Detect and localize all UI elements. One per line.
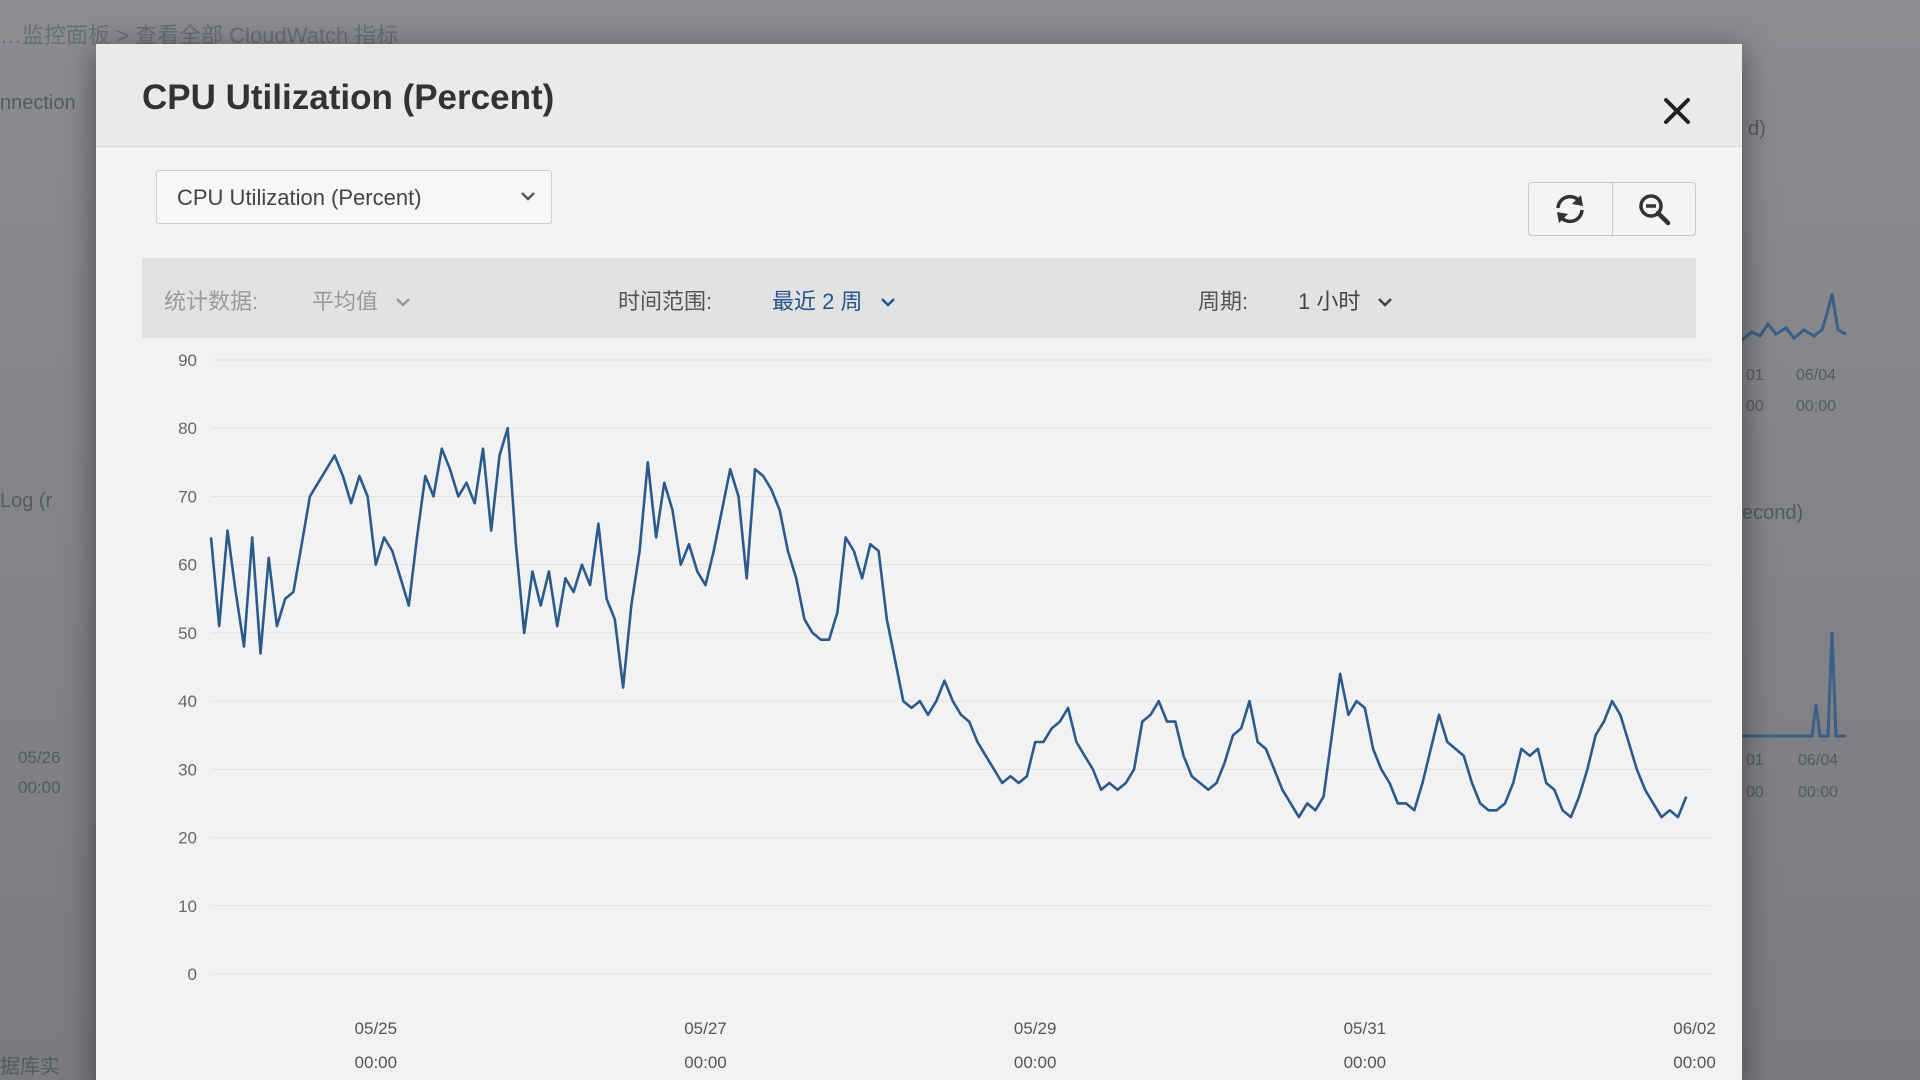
background-tick-date: 05/26 — [18, 748, 61, 768]
y-tick-label: 10 — [178, 897, 197, 916]
background-panel-title: econd) — [1742, 502, 1803, 525]
metric-select-value: CPU Utilization (Percent) — [177, 185, 422, 211]
modal-header: CPU Utilization (Percent) — [96, 44, 1742, 147]
period-dropdown[interactable]: 1 小时 — [1298, 284, 1394, 316]
x-tick-date: 05/27 — [684, 1019, 727, 1038]
background-tick-date: 01 — [1746, 367, 1764, 385]
background-tick-time: 00 — [1746, 784, 1764, 802]
x-tick-time: 00:00 — [1344, 1053, 1387, 1072]
chevron-down-icon — [394, 295, 412, 309]
background-tick-date: 06/04 — [1798, 752, 1838, 770]
y-tick-label: 20 — [178, 829, 197, 848]
x-tick-date: 05/31 — [1344, 1019, 1387, 1038]
background-text: 据库实 — [0, 1050, 60, 1079]
statistic-label: 统计数据: — [164, 284, 258, 316]
background-panel-title: Log (r — [0, 490, 52, 513]
metric-select[interactable]: CPU Utilization (Percent) — [156, 170, 552, 224]
y-tick-label: 40 — [178, 692, 197, 711]
chevron-down-icon — [1376, 295, 1394, 309]
background-tick-date: 06/04 — [1796, 367, 1836, 385]
time-range-label: 时间范围: — [618, 284, 712, 316]
filter-bar: 统计数据: 平均值 时间范围: 最近 2 周 周期: 1 小时 — [142, 258, 1696, 338]
metric-modal: CPU Utilization (Percent) CPU Utilizatio… — [96, 44, 1742, 1080]
y-tick-label: 90 — [178, 354, 197, 370]
zoom-out-icon — [1636, 191, 1672, 227]
time-range-value: 最近 2 周 — [772, 289, 862, 314]
x-tick-date: 06/02 — [1673, 1019, 1716, 1038]
x-tick-date: 05/25 — [355, 1019, 398, 1038]
x-tick-date: 05/29 — [1014, 1019, 1057, 1038]
y-tick-label: 60 — [178, 556, 197, 575]
chart-toolbar — [1528, 182, 1696, 236]
y-tick-label: 0 — [188, 965, 197, 984]
zoom-out-button[interactable] — [1612, 183, 1696, 235]
background-tick-date: 01 — [1746, 752, 1764, 770]
background-panel-title: nnection — [0, 92, 76, 115]
chevron-down-icon — [879, 295, 897, 309]
y-tick-label: 30 — [178, 760, 197, 779]
cpu-line-chart: 90 80 70 60 50 40 30 20 10 0 05/25 00:00 05/27 00:00 0… — [136, 354, 1726, 1074]
x-tick-time: 00:00 — [684, 1053, 727, 1072]
close-icon — [1660, 94, 1694, 128]
background-tick-time: 00:00 — [1798, 784, 1838, 802]
modal-title: CPU Utilization (Percent) — [142, 78, 554, 118]
background-sparkline — [1742, 280, 1892, 350]
y-tick-label: 80 — [178, 419, 197, 438]
x-tick-time: 00:00 — [1014, 1053, 1057, 1072]
time-range-dropdown[interactable]: 最近 2 周 — [772, 284, 897, 316]
background-tick-time: 00:00 — [1796, 398, 1836, 416]
x-tick-time: 00:00 — [355, 1053, 398, 1072]
refresh-button[interactable] — [1529, 183, 1612, 235]
background-tick-time: 00:00 — [18, 778, 61, 798]
statistic-value: 平均值 — [312, 289, 378, 314]
y-tick-label: 70 — [178, 487, 197, 506]
period-value: 1 小时 — [1298, 289, 1360, 314]
background-sparkline — [1742, 620, 1892, 740]
background-tick-time: 00 — [1746, 398, 1764, 416]
cpu-chart: 90 80 70 60 50 40 30 20 10 0 05/25 00:00 05/27 00:00 0… — [136, 354, 1726, 1074]
cpu-series-line — [211, 428, 1686, 817]
background-panel-title: d) — [1748, 118, 1766, 141]
statistic-dropdown[interactable]: 平均值 — [312, 284, 412, 316]
x-tick-time: 00:00 — [1673, 1053, 1716, 1072]
refresh-icon — [1550, 192, 1590, 226]
period-label: 周期: — [1198, 284, 1248, 316]
close-button[interactable] — [1660, 94, 1694, 128]
y-tick-label: 50 — [178, 624, 197, 643]
chevron-down-icon — [519, 189, 537, 203]
